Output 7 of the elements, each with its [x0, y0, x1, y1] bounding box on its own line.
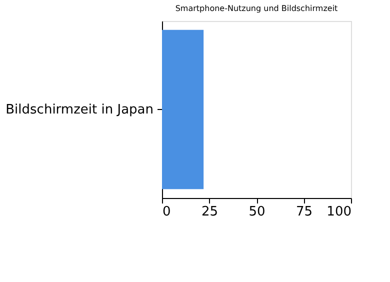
x-tick-label: 50	[248, 204, 266, 220]
x-tick-label: 25	[201, 204, 218, 220]
y-tick-label: Bildschirmzeit in Japan	[6, 102, 154, 118]
chart-title: Smartphone-Nutzung und Bildschirmzeit	[175, 4, 338, 13]
x-tick-label: 75	[296, 204, 313, 220]
x-tick-label: 100	[326, 204, 352, 220]
x-tick-label: 0	[162, 204, 171, 220]
